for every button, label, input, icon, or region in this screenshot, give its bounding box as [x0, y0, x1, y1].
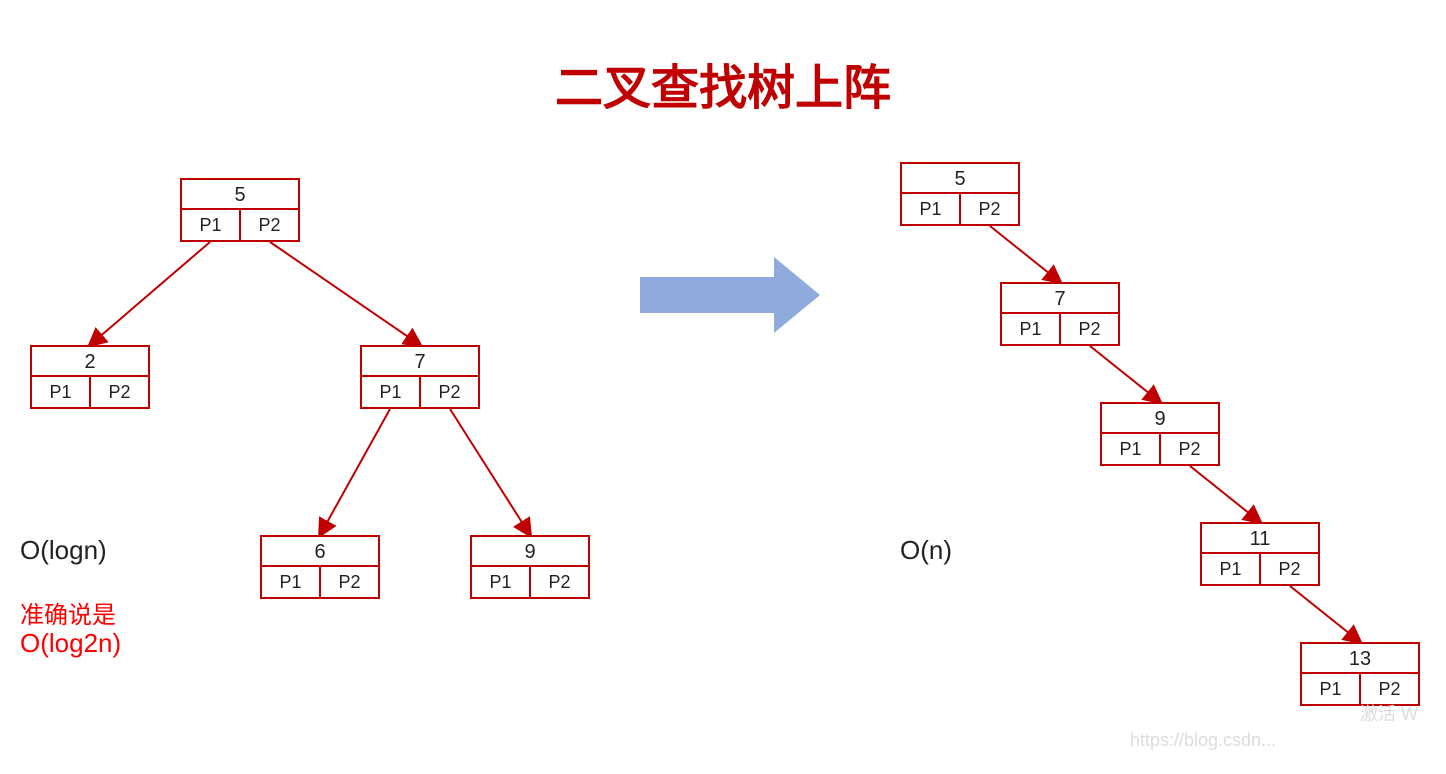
- tree-node: 5P1P2: [180, 178, 300, 242]
- node-p1: P1: [32, 377, 91, 407]
- tree-edge: [990, 226, 1060, 282]
- tree-edge: [320, 409, 390, 535]
- node-p1: P1: [902, 194, 961, 224]
- node-p2: P2: [321, 567, 378, 597]
- tree-node: 6P1P2: [260, 535, 380, 599]
- tree-node: 2P1P2: [30, 345, 150, 409]
- node-value: 7: [362, 347, 478, 377]
- node-p1: P1: [362, 377, 421, 407]
- node-p1: P1: [1002, 314, 1061, 344]
- tree-node: 5P1P2: [900, 162, 1020, 226]
- tree-edge: [90, 242, 210, 345]
- node-value: 11: [1202, 524, 1318, 554]
- node-value: 2: [32, 347, 148, 377]
- node-value: 9: [472, 537, 588, 567]
- tree-edge: [1090, 346, 1160, 402]
- tree-edge: [1190, 466, 1260, 522]
- node-p2: P2: [241, 210, 298, 240]
- node-p2: P2: [961, 194, 1018, 224]
- node-p1: P1: [1102, 434, 1161, 464]
- node-value: 6: [262, 537, 378, 567]
- node-p1: P1: [1202, 554, 1261, 584]
- label-ologn: O(logn): [20, 535, 107, 566]
- node-p2: P2: [421, 377, 478, 407]
- watermark: 激活 W: [1360, 700, 1418, 726]
- node-value: 5: [182, 180, 298, 210]
- node-p2: P2: [1061, 314, 1118, 344]
- node-value: 7: [1002, 284, 1118, 314]
- label-note2: O(log2n): [20, 628, 121, 659]
- node-value: 5: [902, 164, 1018, 194]
- node-p1: P1: [1302, 674, 1361, 704]
- tree-node: 13P1P2: [1300, 642, 1420, 706]
- label-on: O(n): [900, 535, 952, 566]
- node-value: 9: [1102, 404, 1218, 434]
- label-note1: 准确说是: [20, 595, 116, 630]
- node-p2: P2: [1161, 434, 1218, 464]
- tree-node: 9P1P2: [470, 535, 590, 599]
- tree-node: 7P1P2: [360, 345, 480, 409]
- tree-edge: [450, 409, 530, 535]
- node-p1: P1: [262, 567, 321, 597]
- tree-edge: [270, 242, 420, 345]
- tree-node: 11P1P2: [1200, 522, 1320, 586]
- tree-node: 7P1P2: [1000, 282, 1120, 346]
- tree-node: 9P1P2: [1100, 402, 1220, 466]
- page-title: 二叉查找树上阵: [0, 48, 1446, 118]
- watermark: https://blog.csdn...: [1130, 730, 1276, 751]
- node-p2: P2: [91, 377, 148, 407]
- node-p1: P1: [182, 210, 241, 240]
- node-value: 13: [1302, 644, 1418, 674]
- tree-edge: [1290, 586, 1360, 642]
- node-p2: P2: [1261, 554, 1318, 584]
- big-arrow: [640, 257, 820, 333]
- node-p1: P1: [472, 567, 531, 597]
- node-p2: P2: [531, 567, 588, 597]
